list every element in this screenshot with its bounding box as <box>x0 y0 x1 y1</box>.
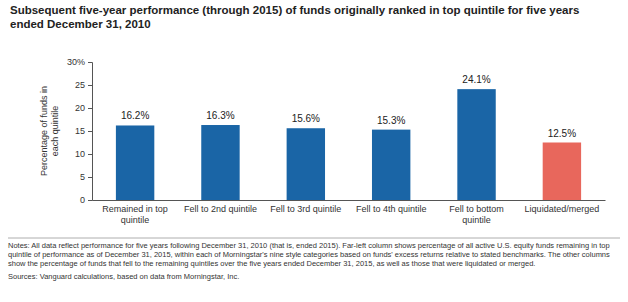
data-label: 15.6% <box>292 113 320 124</box>
x-tick-label: Remained in topquintile <box>102 204 168 225</box>
text-line: quintile <box>462 215 491 225</box>
x-axis: Remained in topquintileFell to 2nd quint… <box>93 201 606 226</box>
text-line: quintile <box>121 215 150 225</box>
notes: Notes: All data reflect performance for … <box>8 241 610 268</box>
x-tick-label: Fell to 4th quintile <box>356 204 427 214</box>
y-tick-label: 20 <box>75 103 85 113</box>
sources: Sources: Vanguard calculations, based on… <box>8 272 239 281</box>
y-tick: 30% <box>67 57 92 67</box>
text-line: show the percentage of funds that fell t… <box>8 259 535 268</box>
text-line: quintile of performance as of December 3… <box>8 250 610 259</box>
data-label: 16.3% <box>206 110 234 121</box>
text-line: Fell to 3rd quintile <box>270 204 341 214</box>
text-line: Percentage of funds in <box>39 86 49 176</box>
x-axis-line <box>93 200 606 201</box>
text-line: ended December 31, 2010 <box>10 18 151 30</box>
y-tick-mark <box>88 177 92 178</box>
y-axis: 0 5 10 15 20 25 30% <box>67 57 93 205</box>
text-line: Liquidated/merged <box>525 204 600 214</box>
text-line: Remained in top <box>102 204 168 214</box>
title: Subsequent five-year performance (throug… <box>10 4 579 30</box>
x-tick-label: Fell to 3rd quintile <box>270 204 341 214</box>
text-line: Notes: All data reflect performance for … <box>8 241 610 250</box>
y-axis-title: Percentage of funds ineach quintile <box>39 86 60 176</box>
x-tick: Fell to 4th quintile <box>356 204 427 214</box>
y-tick: 20 <box>75 103 92 113</box>
y-tick-mark <box>88 108 92 109</box>
data-label: 16.2% <box>121 110 149 121</box>
x-tick: Liquidated/merged <box>525 204 600 214</box>
bar <box>116 125 154 200</box>
y-tick: 5 <box>80 172 92 182</box>
x-tick-label: Fell to 2nd quintile <box>184 204 257 214</box>
x-tick: Fell to 3rd quintile <box>270 204 341 214</box>
y-tick-label: 5 <box>80 172 85 182</box>
text-line: Fell to bottom <box>449 204 504 214</box>
y-tick: 15 <box>75 126 92 136</box>
y-tick: 25 <box>75 80 92 90</box>
y-tick-mark <box>88 62 92 63</box>
y-tick-label: 30% <box>67 57 85 67</box>
y-tick-label: 0 <box>80 195 85 205</box>
bar <box>543 143 581 201</box>
x-tick-label: Fell to bottomquintile <box>449 204 504 225</box>
x-tick: Remained in topquintile <box>102 204 168 225</box>
separator <box>8 238 620 239</box>
data-label: 12.5% <box>548 128 576 139</box>
y-tick-mark <box>88 131 92 132</box>
data-label: 15.3% <box>377 115 405 126</box>
bars <box>116 89 581 200</box>
bar <box>287 128 325 200</box>
y-axis-line <box>88 63 93 201</box>
data-labels: 16.2% 16.3% 15.6% 15.3% 24.1% 12.5% <box>121 74 576 138</box>
bar <box>372 130 410 200</box>
y-tick-label: 25 <box>75 80 85 90</box>
text-line: Fell to 2nd quintile <box>184 204 257 214</box>
x-tick-label: Liquidated/merged <box>525 204 600 214</box>
y-tick: 10 <box>75 149 92 159</box>
data-label: 24.1% <box>462 74 490 85</box>
y-tick-mark <box>88 154 92 155</box>
text-line: each quintile <box>50 106 60 157</box>
y-tick-mark <box>88 85 92 86</box>
y-tick-mark <box>88 200 92 201</box>
x-tick: Fell to bottomquintile <box>449 204 504 225</box>
bar <box>201 125 239 200</box>
bar <box>457 89 495 200</box>
y-tick-label: 15 <box>75 126 85 136</box>
y-tick: 0 <box>80 195 92 205</box>
text-line: Subsequent five-year performance (throug… <box>10 4 579 16</box>
x-tick: Fell to 2nd quintile <box>184 204 257 214</box>
chart: Subsequent five-year performance (throug… <box>0 0 628 302</box>
y-tick-label: 10 <box>75 149 85 159</box>
text-line: Fell to 4th quintile <box>356 204 427 214</box>
